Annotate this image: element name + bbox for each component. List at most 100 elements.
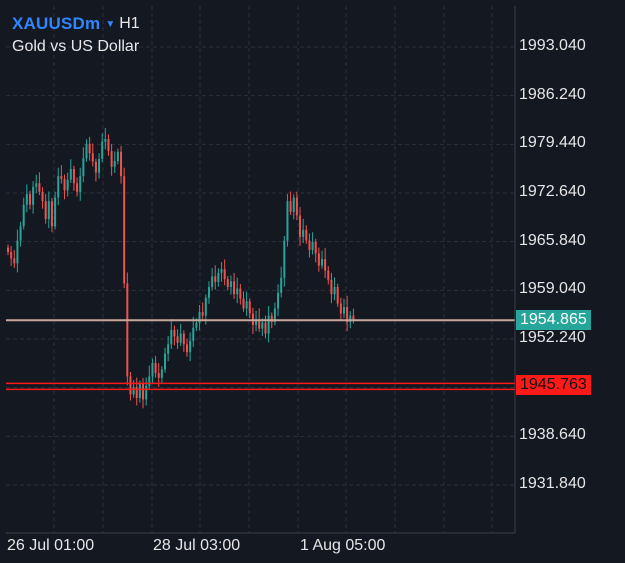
level-price-tag[interactable]: 1945.763 <box>516 375 591 396</box>
price-axis-label: 1972.640 <box>519 183 586 200</box>
price-axis-label: 1993.040 <box>519 37 586 54</box>
candle-bull <box>333 287 336 295</box>
candle-bear <box>233 281 236 295</box>
candle-bull <box>342 307 345 314</box>
candle-bear <box>142 383 145 400</box>
candle-bear <box>107 138 110 152</box>
candle-bear <box>185 344 188 353</box>
candle-bear <box>63 178 66 191</box>
candle-bull <box>116 151 119 162</box>
candle-bull <box>69 168 72 180</box>
candle-bull <box>273 308 276 323</box>
candle-bear <box>201 312 204 316</box>
candle-bull <box>280 277 283 293</box>
candle-bear <box>223 269 226 280</box>
candle-bull <box>25 194 28 205</box>
candle-bear <box>248 301 251 314</box>
candle-bull <box>104 138 107 142</box>
candle-bull <box>35 183 38 187</box>
candle-bear <box>289 201 292 212</box>
candle-bull <box>132 387 135 395</box>
candle-bear <box>154 362 157 373</box>
candle-bull <box>85 143 88 159</box>
candle-bear <box>176 336 179 343</box>
candle-bull <box>54 197 57 227</box>
symbol-description: Gold vs US Dollar <box>12 38 140 55</box>
candle-bull <box>66 179 69 191</box>
candle-bear <box>339 303 342 314</box>
candle-bull <box>195 322 198 328</box>
candle-bull <box>101 141 104 159</box>
candle-bear <box>242 298 245 309</box>
candle-bull <box>47 201 50 220</box>
candle-bull <box>283 240 286 278</box>
candle-bear <box>126 283 129 377</box>
candle-bull <box>113 161 116 167</box>
symbol-dropdown-icon[interactable]: ▼ <box>105 18 116 30</box>
price-axis-label: 1959.040 <box>519 280 586 298</box>
candle-bear <box>270 315 273 323</box>
candle-bear <box>10 251 13 259</box>
candle-bull <box>79 176 82 192</box>
candle-bear <box>317 253 320 266</box>
candle-bear <box>182 333 185 345</box>
price-axis-label: 1979.440 <box>519 134 586 152</box>
candle-bull <box>151 362 154 377</box>
candle-bull <box>32 186 35 205</box>
candle-bull <box>245 301 248 309</box>
candle-bear <box>327 270 330 280</box>
candle-bear <box>239 288 242 299</box>
candle-bull <box>349 315 352 323</box>
candle-bear <box>299 215 302 237</box>
candle-bear <box>352 315 355 321</box>
candle-bear <box>76 183 79 192</box>
candles <box>7 127 355 409</box>
price-axis-label: 1952.240 <box>519 329 586 346</box>
candle-bear <box>88 143 91 154</box>
candle-bear <box>226 279 229 288</box>
candle-bear <box>7 247 9 252</box>
candle-bull <box>302 229 305 237</box>
candle-bear <box>258 319 261 329</box>
candle-bear <box>13 258 16 264</box>
candle-bull <box>192 327 195 341</box>
price-axis-label: 1938.640 <box>519 426 586 444</box>
grid <box>6 6 515 533</box>
symbol-name[interactable]: XAUUSDm <box>12 14 101 33</box>
candle-bull <box>16 240 19 264</box>
candle-bear <box>157 372 160 378</box>
timeframe-label[interactable]: H1 <box>119 15 140 32</box>
candle-bull <box>167 344 170 354</box>
candle-bull <box>311 241 314 250</box>
candle-bull <box>164 353 166 370</box>
time-axis-label: 26 Jul 01:00 <box>7 537 95 554</box>
candle-bear <box>346 307 349 323</box>
candle-bear <box>264 322 267 334</box>
candle-bear <box>314 241 317 254</box>
candle-bear <box>38 183 41 192</box>
candle-bear <box>214 276 217 283</box>
candle-bull <box>22 204 25 227</box>
candle-bear <box>41 191 44 202</box>
time-axis-label: 28 Jul 03:00 <box>153 537 241 554</box>
candle-bull <box>138 383 141 398</box>
candle-bull <box>261 322 264 329</box>
candle-bear <box>324 259 327 271</box>
candle-bull <box>236 288 239 295</box>
candle-bear <box>110 151 113 167</box>
candle-bear <box>173 329 176 337</box>
candle-bull <box>179 333 182 343</box>
candle-bear <box>135 387 138 398</box>
candle-bear <box>50 201 53 227</box>
candle-bull <box>160 369 163 378</box>
candle-bull <box>286 201 289 241</box>
candle-bull <box>255 319 258 325</box>
candle-bull <box>292 197 295 212</box>
candle-bull <box>98 158 101 173</box>
candle-bull <box>148 376 151 386</box>
candle-bull <box>207 287 210 298</box>
candle-bull <box>19 226 22 241</box>
candle-bear <box>60 176 63 179</box>
symbol-header: XAUUSDm ▼ H1 Gold vs US Dollar <box>12 14 140 56</box>
